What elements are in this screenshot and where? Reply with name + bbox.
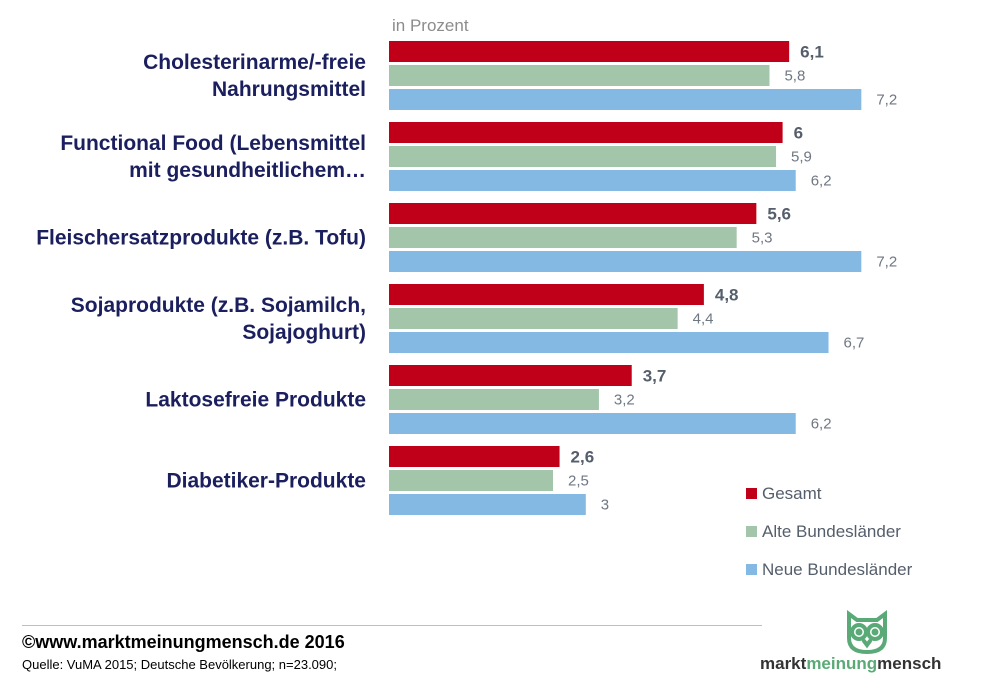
data-label: 3,7 xyxy=(643,367,667,386)
bar-gesamt xyxy=(389,203,757,224)
category-labels: Cholesterinarme/-freie Nahrungsmittel Func… xyxy=(36,51,366,493)
data-label: 7,2 xyxy=(876,254,897,271)
footer-divider xyxy=(22,625,762,626)
data-label: 5,3 xyxy=(752,230,773,247)
bar-neue-bundesländer xyxy=(389,413,796,434)
legend-label: Neue Bundesländer xyxy=(762,560,913,579)
category-label: Fleischersatzprodukte (z.B. Tofu) xyxy=(36,227,366,250)
bar-alte-bundesländer xyxy=(389,470,553,491)
bar-neue-bundesländer xyxy=(389,332,829,353)
bar-neue-bundesländer xyxy=(389,89,862,110)
data-label: 4,4 xyxy=(693,311,714,328)
bar-neue-bundesländer xyxy=(389,170,796,191)
bar-gesamt xyxy=(389,365,632,386)
data-label: 6,1 xyxy=(800,43,824,62)
logo-word-markt: markt xyxy=(760,654,807,673)
legend-swatch xyxy=(746,488,757,499)
legend-label: Alte Bundesländer xyxy=(762,522,901,541)
category-label: Laktosefreie Produkte xyxy=(145,389,366,412)
category-label: Cholesterinarme/-freie xyxy=(143,51,366,74)
bar-gesamt xyxy=(389,284,704,305)
category-label: Diabetiker-Produkte xyxy=(166,470,366,493)
data-label: 4,8 xyxy=(715,286,739,305)
brand-logo: marktmeinungmensch xyxy=(760,608,975,682)
bar-gesamt xyxy=(389,41,790,62)
legend-label: Gesamt xyxy=(762,484,822,503)
logo-word-meinung: meinung xyxy=(806,654,878,673)
data-label: 6,2 xyxy=(811,416,832,433)
bar-alte-bundesländer xyxy=(389,389,599,410)
bars xyxy=(389,41,862,515)
data-label: 3,2 xyxy=(614,392,635,409)
legend-swatch xyxy=(746,564,757,575)
value-labels: 6,1 5,8 7,2 6 5,9 6,2 5,6 5,3 7,2 4,84,4 6,7 3,7 3,2… xyxy=(568,43,897,514)
data-label: 7,2 xyxy=(876,92,897,109)
data-label: 2,6 xyxy=(571,448,595,467)
data-label: 6,2 xyxy=(811,173,832,190)
data-label: 5,9 xyxy=(791,149,812,166)
bar-alte-bundesländer xyxy=(389,308,678,329)
bar-gesamt xyxy=(389,122,783,143)
bar-alte-bundesländer xyxy=(389,227,737,248)
data-label: 6,7 xyxy=(844,335,865,352)
bar-neue-bundesländer xyxy=(389,494,586,515)
logo-word-mensch: mensch xyxy=(877,654,942,673)
category-label: mit gesundheitlichem… xyxy=(129,159,366,182)
category-label: Sojajoghurt) xyxy=(242,321,366,344)
bar-alte-bundesländer xyxy=(389,65,770,86)
data-label: 6 xyxy=(794,124,803,143)
data-label: 5,8 xyxy=(784,68,805,85)
category-label: Sojaprodukte (z.B. Sojamilch, xyxy=(71,294,366,317)
bar-neue-bundesländer xyxy=(389,251,862,272)
data-label: 5,6 xyxy=(767,205,791,224)
owl-icon xyxy=(847,610,887,655)
copyright-text: ©www.marktmeinungmensch.de 2016 xyxy=(22,632,345,652)
bar-alte-bundesländer xyxy=(389,146,777,167)
logo-wordmark: marktmeinungmensch xyxy=(760,654,975,674)
legend-swatch xyxy=(746,526,757,537)
category-label: Nahrungsmittel xyxy=(212,78,366,101)
data-label: 2,5 xyxy=(568,473,589,490)
source-text: Quelle: VuMA 2015; Deutsche Bevölkerung;… xyxy=(22,657,337,672)
unit-label: in Prozent xyxy=(392,16,469,35)
bar-chart: in Prozent Cholesterinarme/-freie Nahrung… xyxy=(36,16,913,579)
bar-gesamt xyxy=(389,446,560,467)
data-label: 3 xyxy=(601,497,609,514)
legend: Gesamt Alte Bundesländer Neue Bundesländer xyxy=(746,484,913,579)
category-label: Functional Food (Lebensmittel xyxy=(60,132,366,155)
